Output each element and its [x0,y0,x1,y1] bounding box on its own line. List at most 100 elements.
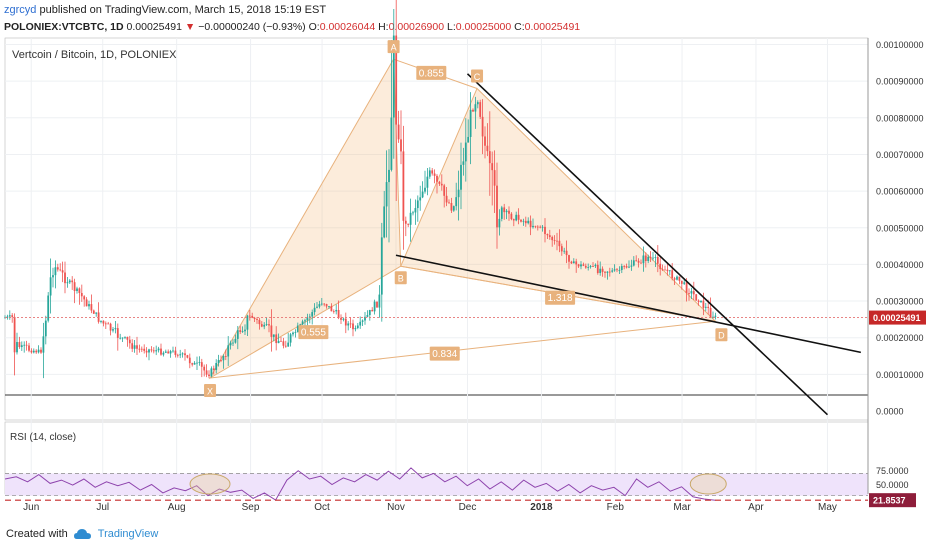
candle-body [116,328,119,338]
candle-body [40,349,42,353]
candle-body [700,300,702,303]
candle-body [616,269,618,271]
author-link[interactable]: zgrcyd [4,4,37,16]
candle-body [222,356,225,361]
candle-body [452,206,455,211]
candle-body [174,350,177,355]
candle-body [604,271,606,273]
candle-body [138,348,141,350]
tradingview-link[interactable]: TradingView [97,528,159,540]
rsi-current-badge [869,493,916,508]
candle-body [632,260,635,266]
publish-info: zgrcyd published on TradingView.com, Mar… [4,4,326,16]
candle-body [308,316,311,318]
candle-body [241,331,244,333]
y-tick-label: 0.00010000 [876,370,924,380]
close-value: 0.00025491 [524,21,581,33]
candle-body [102,320,105,324]
candle-body [282,341,285,346]
candle-body [229,342,232,346]
candle-body [318,304,321,307]
candle-body [443,185,446,196]
close-label: C: [514,21,525,33]
candle-body [148,349,150,353]
candle-body [172,350,174,352]
candle-body [664,269,666,271]
candle-body [414,208,417,213]
candle-body [44,320,47,337]
candle-body [263,324,266,327]
candle-body [652,257,654,259]
footer: Created with TradingView [6,528,158,540]
candle-body [68,280,71,283]
candle-body [608,271,611,273]
ratio-badge [429,346,460,361]
candle-body [320,303,323,305]
candle-body [433,173,436,176]
candle-body [88,304,90,307]
ratio-label: 1.318 [548,293,573,304]
candle-body [671,270,674,279]
candle-body [400,139,402,152]
candle-body [208,374,210,377]
candle-body [642,255,645,264]
candle-body [500,207,503,219]
candle-body [596,264,599,273]
candle-body [232,342,234,344]
x-tick-label: Apr [748,502,764,513]
pattern-point-label: X [207,387,213,397]
candle-body [373,301,376,312]
y-tick-label: 0.00020000 [876,333,924,343]
candle-body [407,223,410,225]
candle-body [630,265,633,267]
candle-body [707,306,710,308]
candle-body [270,325,273,337]
candle-body [32,350,35,353]
candle-body [143,348,146,351]
candle-body [704,306,707,308]
candle-body [71,280,74,283]
x-tick-label: Feb [607,502,625,513]
candle-body [594,264,597,267]
candle-body [150,349,153,351]
candle-body [95,312,98,314]
candle-body [611,270,614,272]
candle-body [37,349,40,353]
x-tick-label: Nov [387,502,405,513]
candle-body [160,348,162,355]
candle-body [8,315,11,317]
candle-body [42,336,45,353]
candle-body [592,266,594,267]
candle-body [152,350,155,352]
candle-body [536,226,539,228]
candle-body [90,304,93,311]
y-tick-label: 0.00060000 [876,187,924,197]
candle-body [476,102,479,105]
candle-body [692,291,695,295]
candle-body [383,206,386,238]
candle-body [484,136,486,146]
candle-body [54,267,57,276]
candle-body [548,235,551,238]
ratio-badge [416,65,447,80]
candle-body [188,357,191,364]
candle-body [493,170,496,186]
pattern-point-badge [394,271,407,285]
candle-body [517,214,520,220]
low-value: 0.00025000 [455,21,512,33]
candle-body [205,370,208,375]
candle-body [397,124,400,140]
candle-body [356,325,359,329]
candle-body [580,264,582,267]
candle-body [311,312,314,317]
candle-body [92,310,95,314]
symbol-label: POLONIEX:VTCBTC, 1D [4,21,124,33]
candle-body [620,266,623,270]
candle-body [666,269,669,272]
ratio-badge [298,325,329,340]
candle-body [371,309,374,312]
candle-body [136,345,138,349]
y-tick-label: 0.00030000 [876,297,924,307]
candle-body [647,256,650,262]
